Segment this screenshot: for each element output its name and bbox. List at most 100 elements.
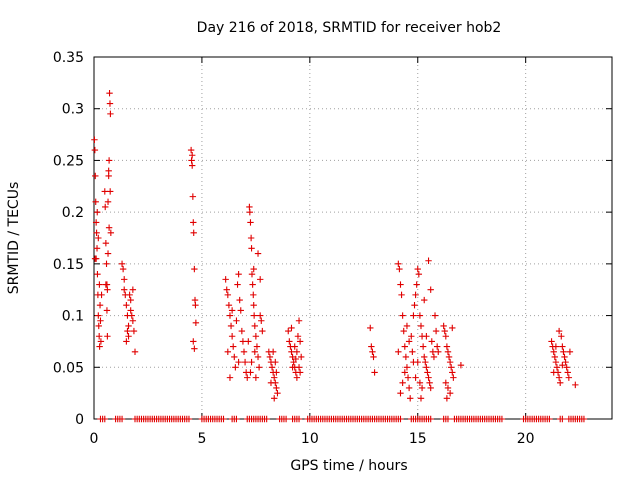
data-point — [118, 415, 126, 423]
data-point — [94, 271, 101, 278]
data-point — [396, 265, 403, 273]
data-point — [252, 374, 260, 381]
data-point — [188, 157, 195, 164]
data-point — [426, 379, 433, 386]
data-point — [92, 172, 99, 180]
data-point — [104, 250, 112, 257]
data-point — [272, 358, 279, 366]
data-point — [395, 260, 402, 268]
data-point — [446, 358, 454, 366]
data-point — [404, 374, 412, 381]
x-tick-label: 0 — [90, 431, 99, 447]
data-point — [422, 358, 429, 366]
data-point — [397, 389, 404, 397]
data-point — [433, 343, 441, 350]
data-point — [130, 327, 138, 335]
data-point — [557, 379, 564, 386]
data-point — [289, 353, 296, 361]
data-point — [123, 338, 130, 345]
data-point — [244, 374, 251, 381]
data-point — [101, 415, 108, 423]
grid-lines — [94, 57, 612, 419]
data-point — [234, 281, 241, 288]
data-point — [417, 322, 425, 330]
data-point — [296, 338, 304, 345]
data-point — [552, 343, 560, 350]
data-point — [231, 353, 238, 361]
data-point — [291, 343, 298, 350]
data-point — [230, 343, 237, 350]
data-point — [235, 358, 242, 366]
data-point — [296, 369, 304, 376]
data-point — [248, 245, 255, 252]
data-point — [96, 281, 103, 288]
data-point — [444, 415, 452, 423]
data-point — [96, 343, 103, 350]
x-tick-label: 15 — [409, 431, 427, 447]
data-point — [233, 415, 240, 423]
data-point — [251, 322, 258, 330]
data-point — [94, 208, 101, 216]
data-point — [371, 369, 378, 376]
data-marks — [91, 90, 588, 423]
data-point — [220, 415, 227, 423]
data-point — [228, 307, 236, 314]
data-point — [417, 395, 425, 402]
data-point — [232, 364, 239, 371]
data-point — [295, 415, 303, 423]
data-point — [498, 415, 506, 423]
y-tick-label: 0.35 — [53, 50, 84, 66]
data-point — [446, 389, 454, 397]
data-point — [405, 384, 413, 392]
data-point — [423, 364, 430, 371]
data-point — [97, 317, 104, 324]
data-point — [555, 327, 563, 335]
data-point — [226, 312, 234, 319]
data-point — [551, 353, 559, 361]
data-point — [423, 333, 430, 340]
data-point — [428, 338, 435, 345]
data-point — [256, 312, 264, 319]
data-point — [248, 271, 256, 278]
data-point — [125, 333, 132, 340]
x-axis-label: GPS time / hours — [290, 458, 407, 474]
y-tick-label: 0.25 — [53, 153, 84, 169]
data-point — [93, 229, 100, 237]
data-point — [124, 327, 131, 335]
data-point — [442, 333, 450, 340]
data-point — [421, 353, 428, 361]
y-tick-label: 0.15 — [53, 257, 84, 273]
data-point — [101, 188, 108, 195]
data-point — [247, 369, 254, 376]
data-point — [273, 369, 280, 376]
data-point — [398, 291, 405, 299]
data-point — [102, 281, 110, 288]
data-point — [271, 374, 278, 381]
data-point — [107, 110, 114, 118]
data-point — [430, 353, 438, 361]
data-point — [369, 348, 376, 355]
data-point — [258, 317, 265, 324]
data-point — [370, 353, 377, 361]
data-point — [443, 343, 451, 350]
data-point — [550, 348, 557, 355]
data-point — [427, 415, 434, 423]
data-point — [444, 384, 452, 392]
data-point — [224, 348, 232, 355]
data-point — [403, 364, 411, 371]
data-point — [424, 369, 431, 376]
data-point — [288, 348, 295, 355]
y-tick-label: 0.1 — [62, 309, 84, 325]
data-point — [118, 260, 126, 268]
data-point — [273, 384, 280, 392]
x-tick-label: 20 — [517, 431, 535, 447]
data-point — [222, 276, 229, 283]
data-point — [410, 358, 417, 366]
data-point — [105, 157, 113, 164]
data-point — [104, 198, 112, 205]
data-point — [227, 322, 235, 330]
data-point — [269, 348, 277, 355]
data-point — [418, 384, 426, 392]
data-point — [402, 353, 410, 361]
data-point — [564, 369, 571, 376]
